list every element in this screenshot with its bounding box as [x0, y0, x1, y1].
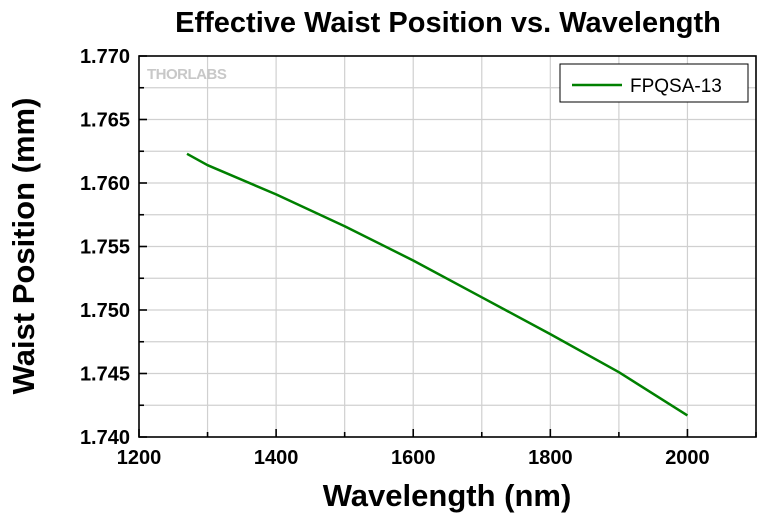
x-axis-label: Wavelength (nm) — [323, 478, 572, 513]
legend: FPQSA-13 — [559, 63, 749, 103]
series-layer — [186, 152, 689, 417]
y-tick-label: 1.740 — [80, 427, 130, 449]
legend-box — [559, 63, 749, 103]
watermark-logo: THORLABS — [147, 66, 227, 83]
x-tick-labels: 1200 1400 1600 1800 2000 — [117, 447, 710, 469]
grid — [139, 56, 756, 437]
y-tick-labels: 1.740 1.745 1.750 1.755 1.760 1.765 1.770 — [80, 46, 130, 449]
x-tick-label: 2000 — [665, 447, 710, 469]
y-tick-label: 1.760 — [80, 173, 130, 195]
series-line-fpqsa-13 — [186, 152, 689, 417]
y-tick-label: 1.755 — [80, 237, 130, 259]
y-axis-label: Waist Position (mm) — [6, 98, 41, 395]
x-tick-label: 1800 — [528, 447, 573, 469]
y-tick-label: 1.750 — [80, 300, 130, 322]
x-tick-label: 1200 — [117, 447, 162, 469]
legend-label-fpqsa-13: FPQSA-13 — [630, 76, 722, 97]
y-tick-label: 1.765 — [80, 110, 130, 132]
ticks — [138, 55, 757, 438]
x-tick-label: 1600 — [391, 447, 436, 469]
y-tick-label: 1.745 — [80, 364, 130, 386]
chart-title: Effective Waist Position vs. Wavelength — [175, 7, 721, 39]
y-tick-label: 1.770 — [80, 46, 130, 68]
x-tick-label: 1400 — [254, 447, 299, 469]
